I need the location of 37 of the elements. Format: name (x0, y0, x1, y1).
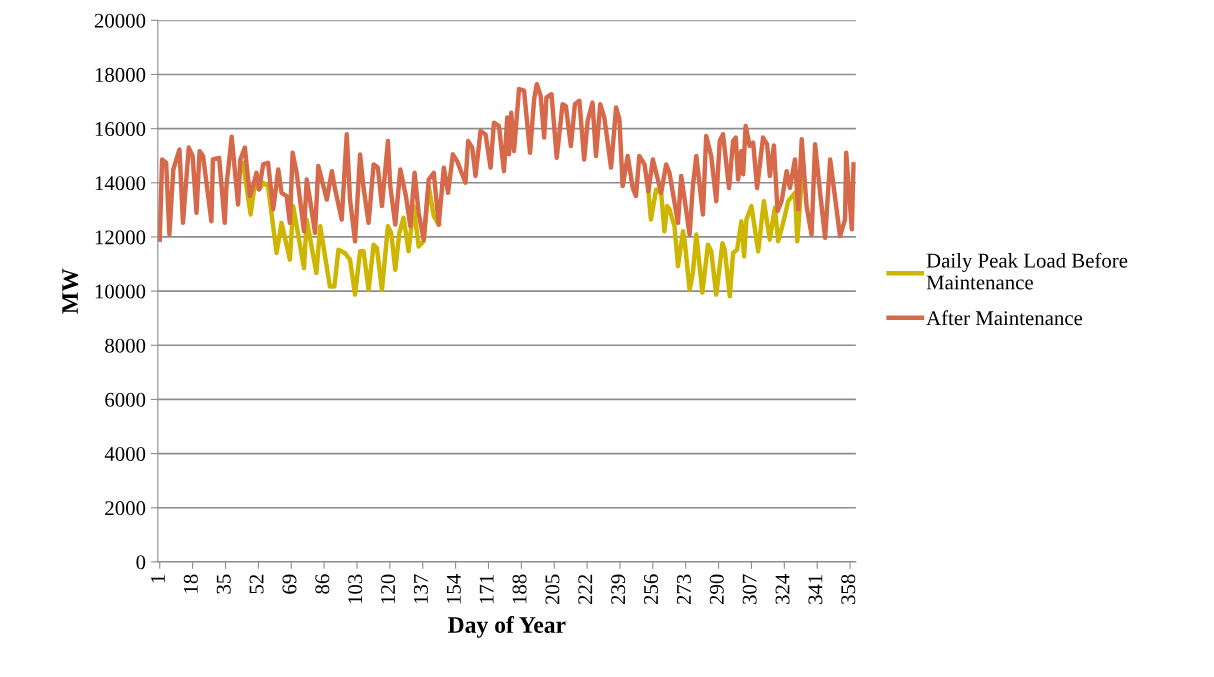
x-tick-label: 52 (249, 574, 264, 594)
y-tick-label: 18000 (95, 67, 146, 82)
y-tick-label: 6000 (105, 392, 146, 407)
x-tick-label: 256 (644, 574, 659, 605)
x-tick-label: 239 (611, 574, 626, 605)
legend-label: Daily Peak Load Before Maintenance (926, 252, 1128, 290)
y-tick-label: 2000 (105, 501, 146, 516)
x-tick-label: 273 (676, 574, 691, 605)
x-tick-label: 324 (775, 574, 790, 604)
x-tick-label: 103 (348, 574, 363, 604)
x-tick-label: 86 (315, 574, 330, 594)
y-tick-label: 20000 (94, 13, 146, 28)
x-tick-label: 307 (742, 574, 757, 604)
x-tick-label: 69 (282, 574, 297, 594)
x-tick-label: 188 (512, 574, 527, 604)
y-tick-label: 4000 (104, 446, 146, 462)
y-tick-label: 10000 (95, 284, 146, 299)
x-tick-label: 341 (808, 574, 823, 604)
y-tick-label: 12000 (95, 230, 146, 245)
y-axis-title: MW (62, 268, 79, 314)
y-tick-label: 16000 (95, 122, 146, 137)
x-tick-label: 137 (413, 574, 428, 604)
y-tick-label: 0 (136, 555, 146, 570)
x-tick-label: 18 (183, 574, 198, 593)
x-tick-label: 35 (216, 574, 231, 594)
x-tick-label: 154 (446, 574, 461, 604)
x-tick-label: 222 (578, 574, 593, 605)
x-tick-label: 358 (841, 574, 856, 604)
x-tick-label: 120 (381, 574, 396, 604)
x-axis-title: Day of Year (448, 616, 566, 638)
x-tick-label: 290 (709, 574, 724, 605)
x-tick-label: 171 (479, 574, 494, 604)
y-tick-label: 14000 (95, 176, 146, 191)
y-tick-label: 8000 (105, 338, 146, 353)
legend-label: After Maintenance (926, 310, 1083, 326)
x-tick-label: 1 (151, 574, 165, 583)
x-tick-label: 205 (545, 574, 560, 605)
